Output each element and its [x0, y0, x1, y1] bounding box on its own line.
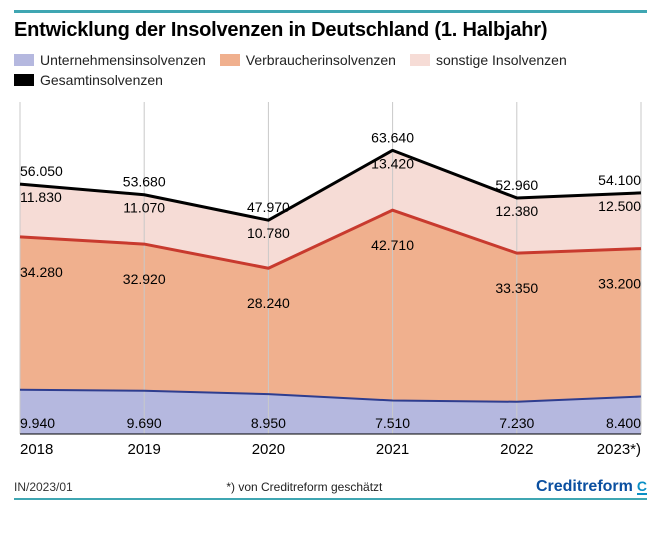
svg-text:52.960: 52.960 [495, 177, 538, 193]
chart-svg: 2018 2019 2020 2021 2022 2023*) 56.050 53.680 47… [14, 94, 647, 474]
svg-text:34.280: 34.280 [20, 264, 63, 280]
brand-logo: Creditreform C [536, 478, 647, 496]
svg-text:32.920: 32.920 [123, 271, 166, 287]
svg-text:13.420: 13.420 [371, 155, 414, 171]
legend-label: Unternehmensinsolvenzen [40, 52, 206, 68]
svg-text:11.070: 11.070 [123, 200, 165, 216]
legend-label: Verbraucherinsolvenzen [246, 52, 396, 68]
svg-text:9.690: 9.690 [127, 415, 162, 431]
source-code: IN/2023/01 [14, 480, 73, 494]
swatch-verbraucher [220, 54, 240, 66]
swatch-gesamt [14, 74, 34, 86]
legend-item-sonstige: sonstige Insolvenzen [410, 52, 567, 68]
svg-text:12.380: 12.380 [495, 203, 538, 219]
svg-text:2021: 2021 [376, 441, 409, 458]
swatch-sonstige [410, 54, 430, 66]
svg-text:10.780: 10.780 [247, 225, 290, 241]
svg-text:56.050: 56.050 [20, 163, 63, 179]
svg-text:2020: 2020 [252, 441, 285, 458]
svg-text:12.500: 12.500 [598, 198, 641, 214]
brand-mark-icon: C [637, 479, 647, 495]
svg-text:2023*): 2023*) [597, 441, 641, 458]
svg-text:33.350: 33.350 [495, 280, 538, 296]
svg-text:9.940: 9.940 [20, 415, 55, 431]
svg-text:47.970: 47.970 [247, 199, 290, 215]
svg-text:2022: 2022 [500, 441, 533, 458]
footnote: *) von Creditreform geschätzt [226, 480, 382, 494]
svg-text:54.100: 54.100 [598, 172, 641, 188]
chart-footer: IN/2023/01 *) von Creditreform geschätzt… [14, 478, 647, 496]
svg-text:42.710: 42.710 [371, 237, 414, 253]
svg-text:8.400: 8.400 [606, 415, 641, 431]
svg-text:7.230: 7.230 [499, 415, 534, 431]
brand-text: Creditreform [536, 478, 633, 496]
stacked-area-chart: 2018 2019 2020 2021 2022 2023*) 56.050 53.680 47… [14, 94, 647, 474]
svg-text:2018: 2018 [20, 441, 53, 458]
swatch-unternehmen [14, 54, 34, 66]
legend: Unternehmensinsolvenzen Verbraucherinsol… [14, 52, 647, 88]
svg-text:33.200: 33.200 [598, 276, 641, 292]
legend-item-verbraucher: Verbraucherinsolvenzen [220, 52, 396, 68]
legend-label: sonstige Insolvenzen [436, 52, 567, 68]
svg-text:28.240: 28.240 [247, 295, 290, 311]
top-rule [14, 10, 647, 13]
svg-text:2019: 2019 [128, 441, 161, 458]
chart-title: Entwicklung der Insolvenzen in Deutschla… [14, 19, 647, 42]
legend-label: Gesamtinsolvenzen [40, 72, 163, 88]
bottom-rule [14, 498, 647, 500]
svg-text:11.830: 11.830 [20, 189, 62, 205]
legend-item-gesamt: Gesamtinsolvenzen [14, 72, 163, 88]
legend-item-unternehmen: Unternehmensinsolvenzen [14, 52, 206, 68]
svg-text:63.640: 63.640 [371, 129, 414, 145]
svg-text:7.510: 7.510 [375, 415, 410, 431]
svg-text:8.950: 8.950 [251, 415, 286, 431]
svg-text:53.680: 53.680 [123, 174, 166, 190]
